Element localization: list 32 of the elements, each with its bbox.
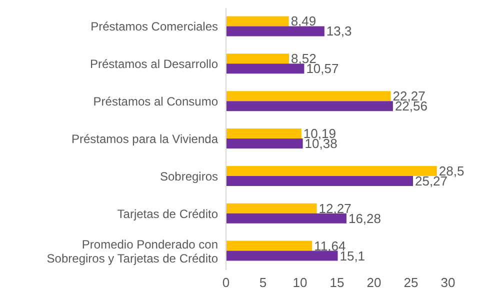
x-tick-label: 15 [330, 275, 344, 290]
bar [226, 203, 317, 214]
bar [226, 250, 338, 261]
bar [226, 138, 303, 149]
x-tick-label: 30 [440, 275, 456, 290]
y-tick-label: Préstamos al Desarrollo [90, 57, 218, 72]
y-tick-label: Tarjetas de Crédito [117, 206, 218, 221]
bar [226, 128, 302, 139]
bar [226, 91, 391, 102]
bar [226, 64, 304, 74]
bar [226, 101, 393, 112]
bar [226, 26, 324, 36]
x-tick-label: 0 [222, 275, 230, 290]
bar [226, 16, 289, 26]
y-tick-label: Préstamos para la Vivienda [71, 132, 218, 146]
y-tick-label: Promedio Ponderado con Sobregiros y Tarjetas de Crédito [46, 237, 218, 266]
x-tick-label: 25 [404, 275, 418, 290]
data-label: 13,3 [326, 24, 352, 39]
data-label: 11,64 [314, 238, 346, 254]
y-tick-label: Sobregiros [160, 169, 218, 184]
x-tick-label: 5 [259, 275, 267, 290]
y-tick-label: Préstamos Comerciales [90, 20, 218, 34]
y-tick-label: Préstamos al Consumo [93, 94, 218, 109]
bar [226, 240, 312, 251]
data-label: 28,5 [438, 163, 464, 178]
x-tick-label: 10 [292, 275, 308, 290]
bar [226, 54, 290, 64]
bar [226, 213, 346, 224]
x-tick-label: 20 [366, 275, 382, 290]
data-label: 8,49 [290, 14, 316, 29]
bar [226, 176, 413, 186]
bar [226, 166, 437, 176]
